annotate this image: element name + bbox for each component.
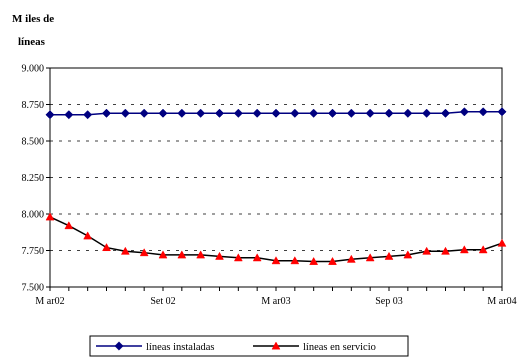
data-point: [328, 256, 337, 265]
legend-marker: [271, 341, 281, 350]
data-point: [233, 108, 243, 118]
data-point: [102, 243, 111, 252]
x-tick-label: Sep 03: [375, 296, 403, 307]
y-tick-label: 7.500: [22, 283, 45, 294]
y-tick-label: 8.250: [22, 173, 45, 184]
data-point: [158, 250, 168, 259]
y-tick-label: 8.750: [22, 100, 45, 111]
data-point: [214, 108, 225, 118]
data-point: [384, 108, 394, 118]
y-axis-title-line-1: M iles de: [12, 13, 54, 25]
data-point: [384, 251, 394, 260]
x-tick-label: M ar03: [261, 296, 290, 307]
data-point: [120, 108, 130, 118]
legend-marker: [114, 341, 124, 351]
data-point: [252, 253, 262, 262]
data-point: [327, 108, 338, 118]
data-point: [346, 108, 356, 118]
data-point: [440, 108, 451, 118]
data-point: [459, 107, 469, 117]
y-tick-label: 8.500: [22, 137, 45, 148]
data-point: [158, 108, 168, 118]
legend-box: [89, 335, 409, 357]
data-point: [422, 108, 432, 118]
plot-area: 7.500 7.750 8.000 8.250 8.500 8.750 9.000 M ar0…: [22, 64, 517, 308]
x-tick-label: M ar02: [35, 296, 64, 307]
legend-label: líneas instaladas: [146, 342, 215, 353]
data-point: [365, 108, 375, 118]
data-point: [441, 246, 450, 255]
data-point: [290, 256, 300, 265]
data-point: [252, 108, 262, 118]
data-point: [271, 256, 281, 265]
data-point: [120, 246, 130, 255]
data-point: [422, 246, 432, 255]
data-point: [346, 254, 356, 263]
data-point: [45, 110, 55, 120]
y-tick-label: 7.750: [22, 246, 45, 257]
data-point: [139, 108, 149, 118]
y-tick-label: 9.000: [22, 64, 45, 75]
data-point: [177, 250, 187, 259]
x-tick-label: M ar04: [487, 296, 516, 307]
data-point: [215, 251, 224, 260]
data-point: [64, 221, 74, 230]
data-point: [196, 250, 206, 259]
data-point: [459, 245, 469, 254]
data-point: [309, 256, 319, 265]
data-point: [83, 110, 93, 120]
data-point: [290, 108, 300, 118]
x-tick-label: Set 02: [150, 296, 175, 307]
legend-label: líneas en servicio: [303, 342, 376, 353]
data-point: [139, 248, 149, 257]
data-point: [497, 107, 507, 117]
data-point: [196, 108, 206, 118]
data-point: [309, 108, 319, 118]
data-point: [233, 253, 243, 262]
data-point: [177, 108, 187, 118]
data-point: [101, 108, 112, 118]
data-point: [497, 238, 507, 247]
data-point: [45, 212, 55, 221]
data-point: [403, 250, 413, 259]
y-axis-title-line-2: líneas: [18, 36, 46, 48]
data-point: [403, 108, 413, 118]
data-point: [478, 107, 488, 117]
data-point: [64, 110, 74, 120]
data-point: [365, 253, 375, 262]
data-point: [271, 108, 281, 118]
y-tick-label: 8.000: [22, 210, 45, 221]
data-point: [478, 245, 488, 254]
legend: líneas instaladas líneas en servicio: [89, 335, 409, 357]
data-point: [83, 231, 93, 240]
